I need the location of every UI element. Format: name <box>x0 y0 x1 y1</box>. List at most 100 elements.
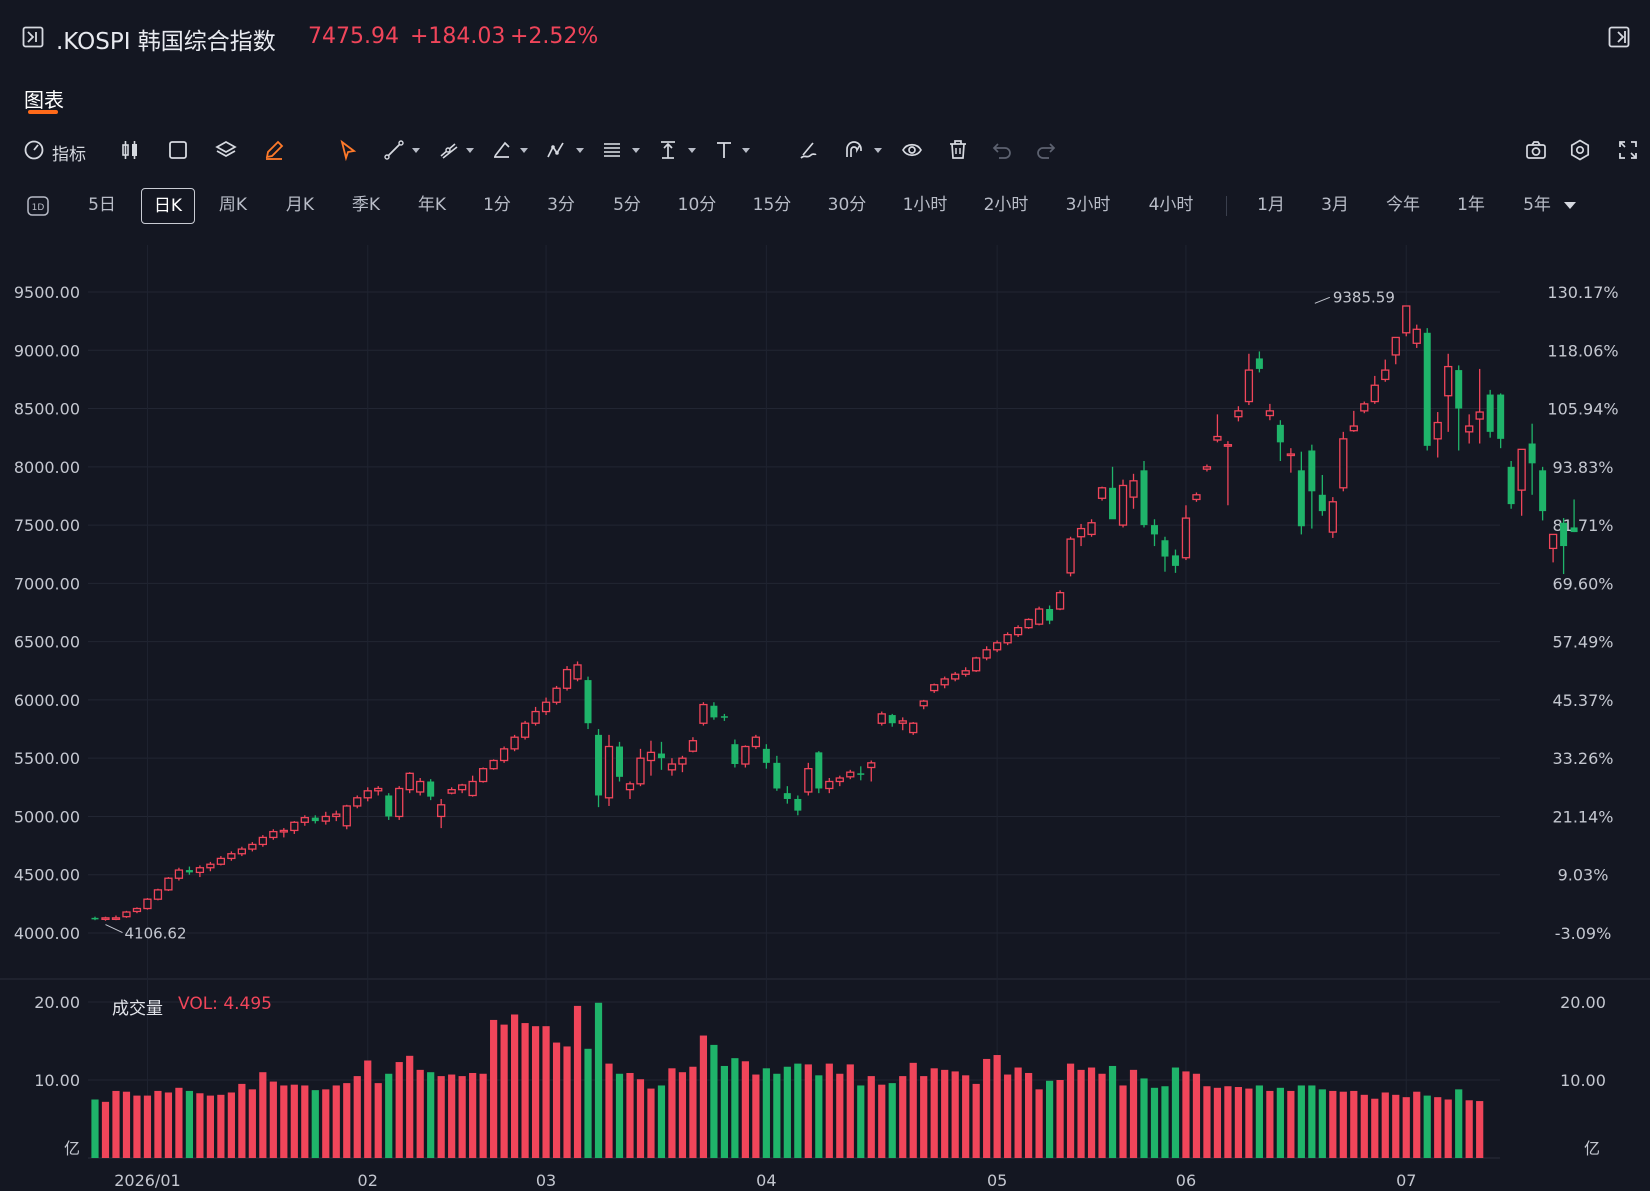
candle-body <box>541 701 551 713</box>
period-yearly[interactable]: 年K <box>417 195 447 215</box>
tab-chart[interactable]: 图表 <box>24 88 64 112</box>
volume-bar <box>91 1099 99 1158</box>
volume-bar <box>941 1069 949 1158</box>
volume-bar <box>731 1058 739 1158</box>
range-1y[interactable]: 1年 <box>1457 195 1485 215</box>
price-axis-label: 4000.00 <box>14 924 80 943</box>
indicator-button[interactable] <box>18 134 50 166</box>
chevron-down-icon[interactable] <box>576 148 584 154</box>
volume-bar <box>1329 1090 1337 1158</box>
chevron-down-icon[interactable] <box>874 148 882 154</box>
trash-button[interactable] <box>942 134 974 166</box>
period-2h[interactable]: 2小时 <box>983 195 1029 215</box>
pct-axis-label: 81.71% <box>1552 516 1613 535</box>
period-monthly[interactable]: 月K <box>285 195 315 215</box>
fib-tool-button[interactable] <box>596 134 628 166</box>
last-price: 7475.94 <box>308 24 399 49</box>
undo-button[interactable] <box>986 134 1018 166</box>
volume-bar <box>1150 1087 1159 1158</box>
period-daily[interactable]: 日K <box>141 188 195 224</box>
volume-bar <box>259 1072 267 1158</box>
eye-button[interactable] <box>896 134 928 166</box>
candle-body <box>794 798 802 811</box>
chevron-down-icon[interactable] <box>1564 202 1576 210</box>
volume-bar <box>1308 1085 1316 1158</box>
fullscreen-button[interactable] <box>1612 134 1644 166</box>
text-tool-button[interactable] <box>708 134 740 166</box>
line-tool-button[interactable] <box>378 134 410 166</box>
period-30min[interactable]: 30分 <box>827 195 867 215</box>
pct-axis-label: 69.60% <box>1552 574 1613 593</box>
volume-bar <box>531 1026 540 1158</box>
measure-tool-button[interactable] <box>652 134 684 166</box>
period-15min[interactable]: 15分 <box>752 195 792 215</box>
layers-button[interactable] <box>210 134 242 166</box>
cursor-button[interactable] <box>332 134 364 166</box>
volume-bar <box>1392 1094 1400 1158</box>
candle-type-button[interactable] <box>114 134 146 166</box>
candlestick-chart[interactable]: 9500.00 130.17% 9000.00 118.06% 8500.00 105.9… <box>0 240 1650 1191</box>
volume-bar <box>909 1062 917 1158</box>
tab-active-indicator <box>28 110 58 114</box>
candle-body <box>1391 336 1400 356</box>
range-ytd[interactable]: 今年 <box>1386 195 1420 215</box>
chevron-down-icon[interactable] <box>742 148 750 154</box>
period-weekly[interactable]: 周K <box>218 195 248 215</box>
range-3m[interactable]: 3月 <box>1321 195 1349 215</box>
candle-body <box>1308 450 1316 492</box>
volume-bar <box>1465 1100 1473 1158</box>
range-5y[interactable]: 5年 <box>1523 195 1551 215</box>
header: .KOSPI 韩国综合指数 7475.94 +184.03 +2.52% <box>0 0 1650 78</box>
ray-tool-button[interactable] <box>432 134 464 166</box>
candle-body <box>1381 369 1390 381</box>
volume-bar <box>605 1063 613 1158</box>
volume-bar <box>1004 1074 1012 1158</box>
period-1h[interactable]: 1小时 <box>902 195 948 215</box>
price-axis-label: 9500.00 <box>14 283 80 302</box>
period-5min[interactable]: 5分 <box>613 195 641 215</box>
period-3h[interactable]: 3小时 <box>1065 195 1111 215</box>
pen-tool-button[interactable] <box>486 134 518 166</box>
volume-bar <box>804 1064 812 1158</box>
volume-bar <box>962 1075 970 1158</box>
chevron-down-icon[interactable] <box>412 148 420 154</box>
min-annotation-label: 4106.62 <box>124 925 186 943</box>
period-3min[interactable]: 3分 <box>547 195 575 215</box>
candle-body <box>573 664 582 680</box>
candle-body <box>499 748 509 762</box>
chevron-down-icon[interactable] <box>688 148 696 154</box>
candle-body <box>164 877 173 891</box>
candle-body <box>846 771 855 778</box>
collapse-panel-icon[interactable] <box>22 26 44 48</box>
candle-body <box>342 805 351 827</box>
candle-body <box>427 781 435 797</box>
candle-body <box>248 843 257 850</box>
volume-bar <box>406 1055 414 1158</box>
period-4h[interactable]: 4小时 <box>1148 195 1194 215</box>
volume-bar <box>437 1076 445 1158</box>
screenshot-button[interactable] <box>1520 134 1552 166</box>
magnet-button[interactable] <box>838 134 870 166</box>
period-quarterly[interactable]: 季K <box>351 195 381 215</box>
square-button[interactable] <box>162 134 194 166</box>
range-1m[interactable]: 1月 <box>1257 195 1285 215</box>
volume-bar <box>720 1065 728 1158</box>
volume-bar <box>112 1090 120 1158</box>
text-tool-icon <box>717 142 731 158</box>
chevron-down-icon[interactable] <box>632 148 640 154</box>
indicator-label[interactable]: 指标 <box>52 145 86 165</box>
pattern-tool-button[interactable] <box>540 134 572 166</box>
brush-tool-button[interactable] <box>792 134 824 166</box>
expand-panel-icon[interactable] <box>1608 26 1630 48</box>
period-10min[interactable]: 10分 <box>677 195 717 215</box>
settings-button[interactable] <box>1564 134 1596 166</box>
candle-body <box>531 710 540 724</box>
daily-icon[interactable]: 1D <box>27 196 49 216</box>
chevron-down-icon[interactable] <box>466 148 474 154</box>
period-5d[interactable]: 5日 <box>88 195 116 215</box>
chevron-down-icon[interactable] <box>520 148 528 154</box>
redo-button[interactable] <box>1030 134 1062 166</box>
period-1min[interactable]: 1分 <box>483 195 511 215</box>
candle-body <box>1109 487 1117 520</box>
pencil-button[interactable] <box>258 134 290 166</box>
